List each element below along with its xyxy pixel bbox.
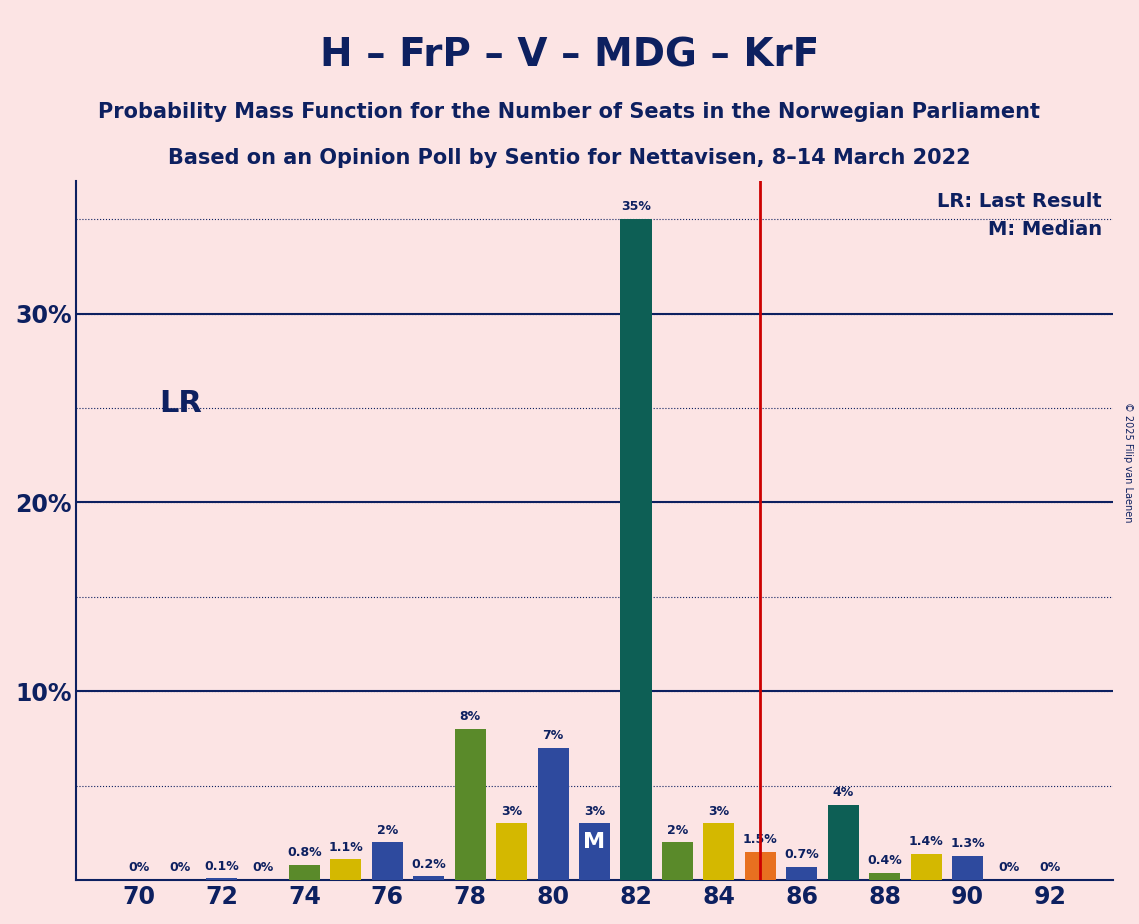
Text: 3%: 3% <box>584 805 605 818</box>
Bar <box>662 843 693 881</box>
Text: 1.1%: 1.1% <box>328 841 363 854</box>
Text: 35%: 35% <box>621 201 650 213</box>
Bar <box>289 865 320 881</box>
Text: 0.2%: 0.2% <box>411 857 446 870</box>
Text: 1.4%: 1.4% <box>909 835 943 848</box>
Bar <box>786 867 818 881</box>
Text: 0.1%: 0.1% <box>204 859 239 872</box>
Text: M: M <box>583 832 606 852</box>
Text: 0%: 0% <box>253 861 273 874</box>
Bar <box>621 219 652 881</box>
Bar <box>371 843 403 881</box>
Text: 4%: 4% <box>833 786 854 799</box>
Text: 7%: 7% <box>542 729 564 742</box>
Text: M: Median: M: Median <box>989 220 1103 238</box>
Text: 0.8%: 0.8% <box>287 846 321 859</box>
Bar <box>413 876 444 881</box>
Bar <box>579 823 611 881</box>
Bar <box>828 805 859 881</box>
Bar <box>497 823 527 881</box>
Text: LR: LR <box>159 389 203 418</box>
Text: 8%: 8% <box>460 711 481 723</box>
Text: 3%: 3% <box>708 805 729 818</box>
Text: 0%: 0% <box>999 861 1019 874</box>
Text: 2%: 2% <box>377 823 398 837</box>
Bar <box>538 748 568 881</box>
Bar <box>206 878 237 881</box>
Text: 0%: 0% <box>170 861 190 874</box>
Text: 1.5%: 1.5% <box>743 833 778 846</box>
Text: 0.7%: 0.7% <box>785 848 819 861</box>
Text: Based on an Opinion Poll by Sentio for Nettavisen, 8–14 March 2022: Based on an Opinion Poll by Sentio for N… <box>169 148 970 168</box>
Bar <box>330 859 361 881</box>
Text: 3%: 3% <box>501 805 522 818</box>
Bar <box>952 856 983 881</box>
Text: 2%: 2% <box>666 823 688 837</box>
Text: H – FrP – V – MDG – KrF: H – FrP – V – MDG – KrF <box>320 37 819 75</box>
Text: Probability Mass Function for the Number of Seats in the Norwegian Parliament: Probability Mass Function for the Number… <box>98 102 1041 122</box>
Text: 0%: 0% <box>128 861 149 874</box>
Text: © 2025 Filip van Laenen: © 2025 Filip van Laenen <box>1123 402 1133 522</box>
Text: LR: Last Result: LR: Last Result <box>937 192 1103 211</box>
Bar <box>745 852 776 881</box>
Text: 1.3%: 1.3% <box>950 837 985 850</box>
Bar <box>454 729 485 881</box>
Bar <box>704 823 735 881</box>
Bar <box>910 854 942 881</box>
Bar <box>869 872 900 881</box>
Text: 0%: 0% <box>1040 861 1062 874</box>
Text: 0.4%: 0.4% <box>867 854 902 867</box>
